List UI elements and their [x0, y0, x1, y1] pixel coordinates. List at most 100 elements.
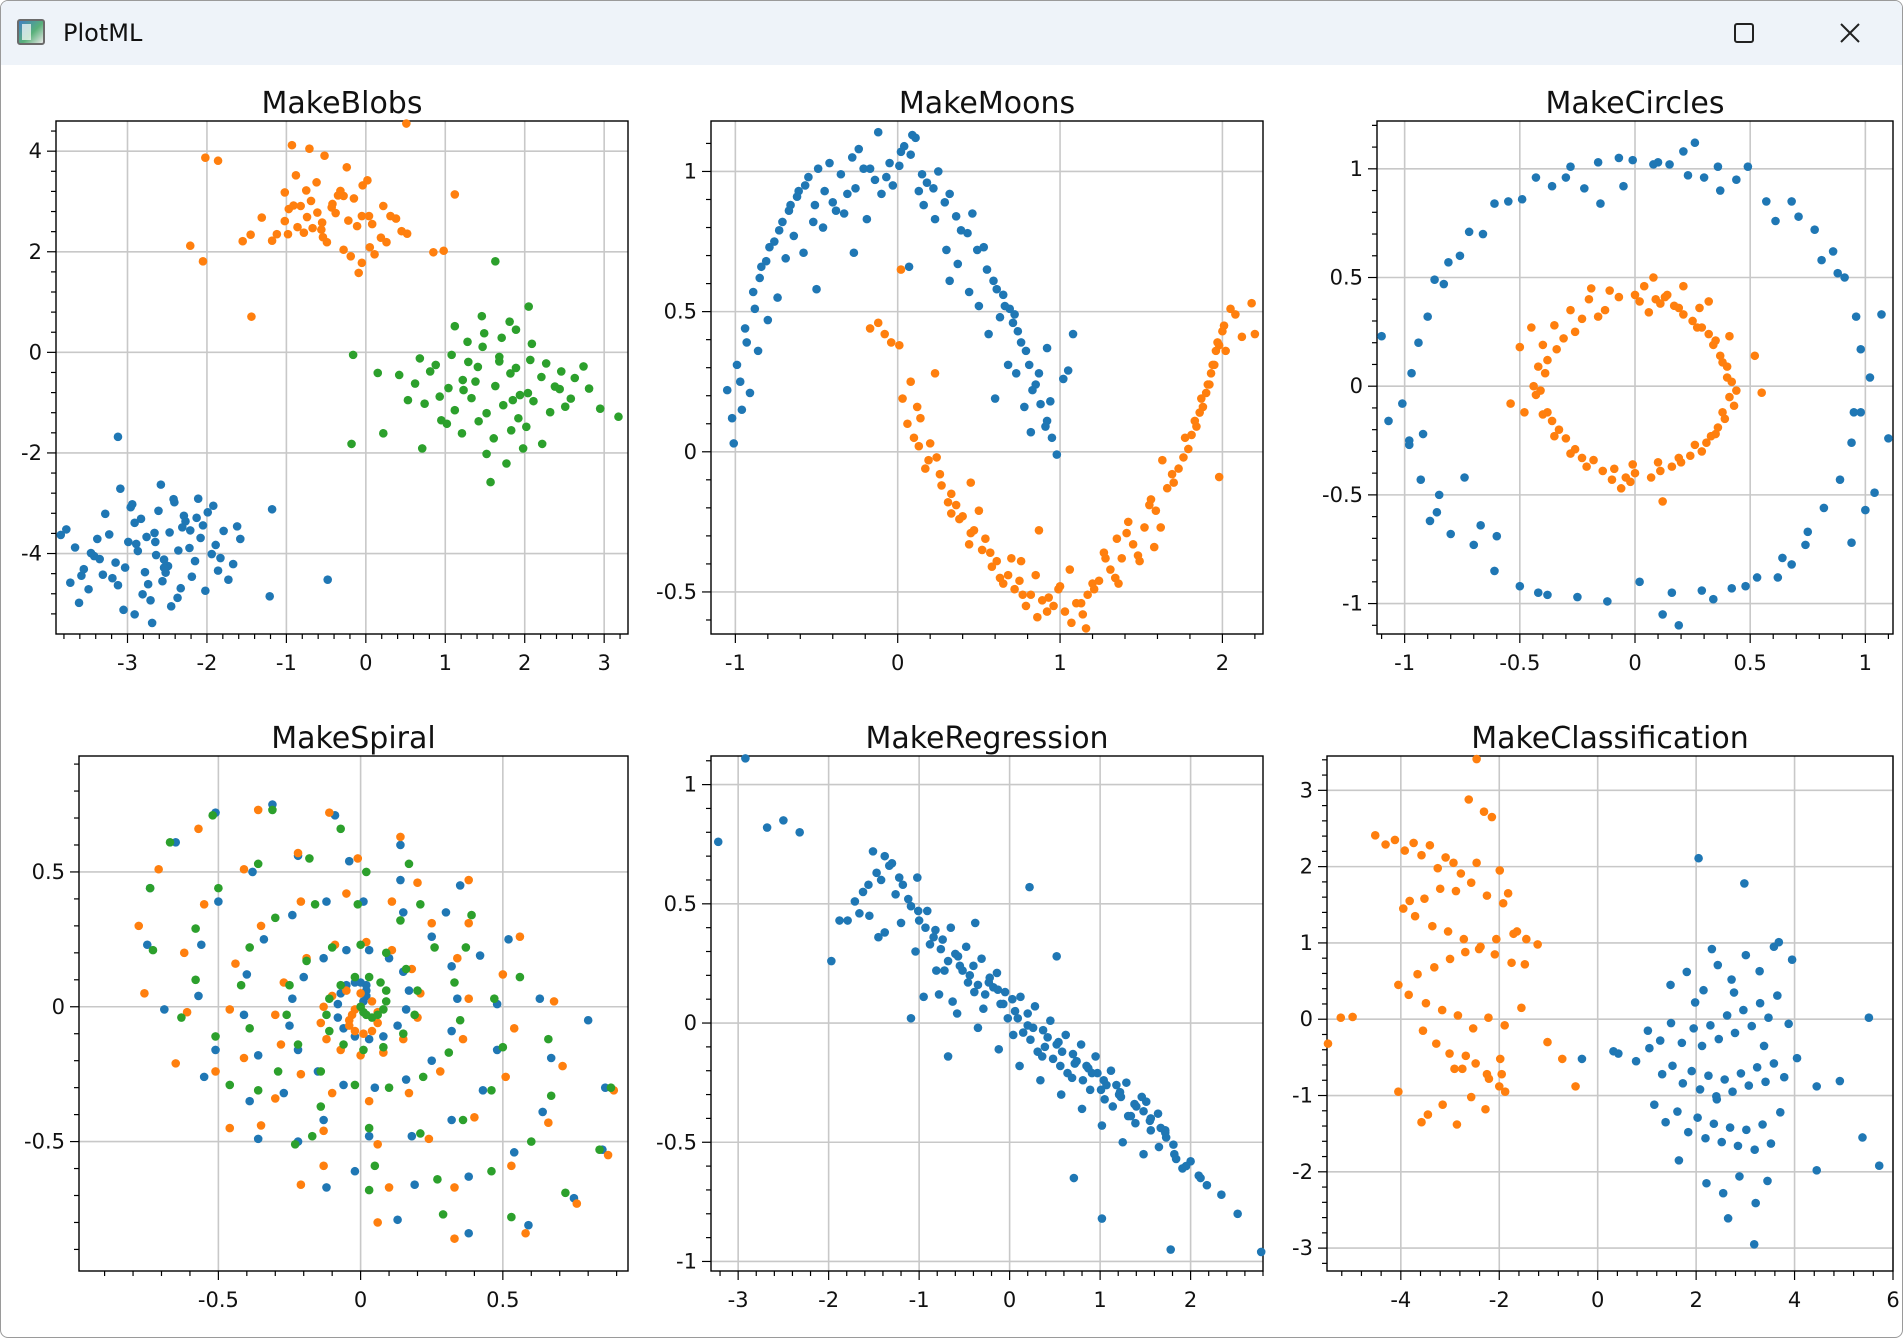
- data-point: [579, 362, 588, 371]
- data-point: [1787, 955, 1797, 965]
- data-point: [560, 402, 570, 411]
- data-point: [325, 994, 334, 1003]
- x-tick-label: 4: [1788, 1288, 1801, 1312]
- data-point: [194, 991, 203, 1001]
- x-tick-label: 1: [1093, 1288, 1106, 1312]
- data-point: [211, 540, 220, 550]
- data-point: [435, 1067, 445, 1076]
- data-point: [974, 506, 984, 515]
- plot-frame: [710, 120, 1264, 635]
- data-point: [969, 961, 978, 971]
- data-point: [479, 328, 489, 338]
- data-point: [467, 393, 476, 403]
- data-point: [913, 906, 923, 916]
- data-point: [1495, 866, 1505, 875]
- data-point: [970, 918, 980, 928]
- data-point: [847, 153, 857, 162]
- data-point: [1478, 229, 1488, 239]
- data-point: [1008, 318, 1018, 328]
- data-point: [1404, 990, 1414, 1000]
- data-point: [291, 171, 301, 180]
- data-point: [1114, 579, 1123, 588]
- data-point: [1042, 607, 1052, 616]
- data-point: [1455, 251, 1465, 261]
- x-tick-label: 2: [1689, 1288, 1702, 1312]
- series-0: [1577, 853, 1884, 1249]
- data-point: [1484, 1013, 1493, 1022]
- data-point: [515, 972, 525, 982]
- data-point: [151, 537, 160, 547]
- data-point: [487, 1086, 496, 1095]
- data-point: [1630, 290, 1640, 300]
- data-point: [762, 823, 772, 832]
- data-point: [535, 994, 545, 1003]
- x-tick-label: 2: [1184, 1288, 1197, 1312]
- data-point: [123, 537, 133, 547]
- data-point: [272, 229, 282, 239]
- data-point: [1547, 181, 1557, 191]
- data-point: [1733, 1141, 1743, 1151]
- data-point: [301, 186, 311, 195]
- data-point: [1461, 947, 1470, 957]
- data-point: [347, 439, 356, 449]
- data-point: [1469, 540, 1479, 550]
- data-point: [1697, 586, 1707, 595]
- data-point: [859, 164, 868, 173]
- data-point: [1725, 1123, 1735, 1132]
- data-point: [444, 1048, 454, 1057]
- data-point: [1517, 194, 1527, 204]
- data-point: [213, 156, 223, 166]
- data-point: [319, 953, 328, 963]
- data-point: [455, 881, 465, 890]
- data-point: [211, 1045, 220, 1055]
- data-point: [336, 980, 345, 990]
- data-point: [545, 407, 555, 417]
- x-tick-label: 1: [1859, 651, 1872, 675]
- close-button[interactable]: [1797, 1, 1902, 65]
- chart-title: MakeBlobs: [262, 86, 423, 121]
- data-point: [1751, 1198, 1760, 1208]
- data-point: [246, 230, 255, 239]
- data-point: [1133, 551, 1143, 560]
- data-point: [370, 1083, 380, 1092]
- data-point: [373, 1018, 382, 1028]
- x-tick-label: -3: [728, 1288, 749, 1312]
- points: [713, 754, 1266, 1257]
- plot-frame: [710, 755, 1264, 1272]
- maximize-button[interactable]: [1691, 1, 1797, 65]
- data-point: [350, 1026, 360, 1036]
- data-point: [929, 183, 938, 193]
- data-point: [417, 444, 427, 453]
- data-point: [1758, 1120, 1767, 1129]
- data-point: [133, 546, 143, 556]
- series-2: [145, 805, 616, 1222]
- data-point: [457, 429, 467, 438]
- data-point: [396, 875, 405, 885]
- data-point: [880, 851, 890, 861]
- data-point: [1166, 1245, 1175, 1254]
- data-point: [501, 1072, 510, 1082]
- data-point: [1460, 473, 1469, 482]
- data-point: [1631, 1056, 1641, 1066]
- data-point: [95, 554, 104, 564]
- data-point: [1718, 407, 1727, 417]
- data-point: [1775, 1108, 1785, 1117]
- data-point: [296, 201, 305, 211]
- app-icon: [17, 19, 45, 45]
- data-point: [1694, 853, 1703, 863]
- data-point: [1725, 392, 1734, 402]
- data-point: [353, 854, 363, 863]
- data-point: [917, 169, 927, 179]
- data-point: [1034, 368, 1044, 378]
- data-point: [566, 394, 576, 403]
- data-point: [989, 276, 998, 286]
- data-point: [427, 918, 437, 928]
- chart-1: -1 0 1 2 -0.5 0 0.5 1 MakeMoons: [656, 86, 1264, 675]
- data-point: [1218, 326, 1227, 336]
- data-point: [1256, 1247, 1266, 1257]
- data-point: [882, 172, 891, 182]
- data-point: [270, 1010, 280, 1020]
- data-point: [1126, 1111, 1136, 1121]
- title-bar[interactable]: PlotML: [1, 1, 1902, 65]
- data-point: [973, 980, 983, 990]
